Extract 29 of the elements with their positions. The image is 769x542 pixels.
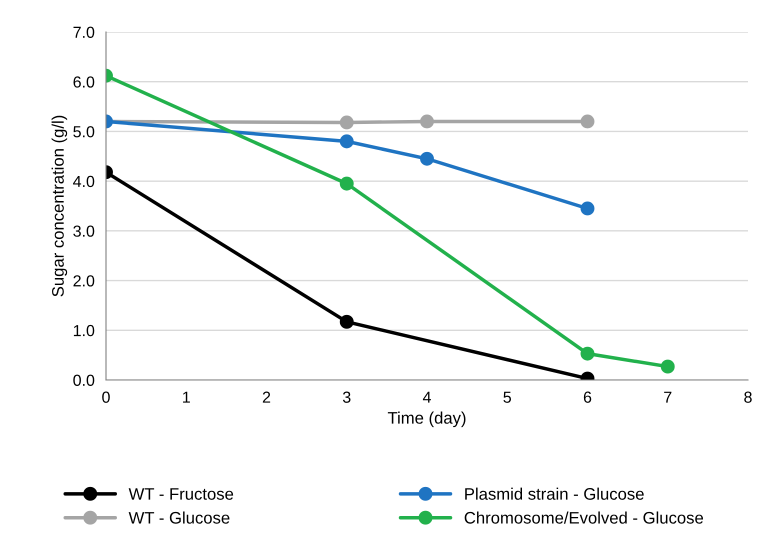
legend-label: WT - Fructose [128,488,234,500]
x-axis-title: Time (day) [388,412,466,428]
y-tick-label: 3.0 [73,225,94,237]
y-tick-label: 2.0 [73,275,94,287]
x-tick-label: 8 [744,392,752,403]
point [580,202,594,216]
x-tick-label: 3 [342,392,350,403]
x-tick-label: 7 [664,392,672,403]
y-axis-title: Sugar concentration (g/l) [52,116,68,296]
y-tick-label: 5.0 [73,126,94,138]
y-tick-label: 6.0 [74,76,94,88]
x-tick-label: 5 [503,392,512,403]
point [420,152,434,166]
y-tick-label: 1.0 [74,324,94,336]
x-tick-label: 1 [183,392,190,403]
x-tick-label: 2 [262,392,270,403]
x-tick-label: 0 [102,392,110,403]
legend-label: WT - Glucose [128,511,230,524]
point [420,114,434,128]
x-tick-label: 4 [422,392,431,403]
y-tick-label: 0.0 [73,374,94,386]
y-tick-label: 4.0 [73,176,94,188]
y-tick-label: 7.0 [74,26,94,38]
legend-label: Chromosome/Evolved - Glucose [464,511,704,524]
x-tick-label: 6 [584,392,592,403]
point [580,346,594,361]
point [660,360,675,374]
point [580,114,594,128]
legend-label: Plasmid strain - Glucose [465,488,644,500]
